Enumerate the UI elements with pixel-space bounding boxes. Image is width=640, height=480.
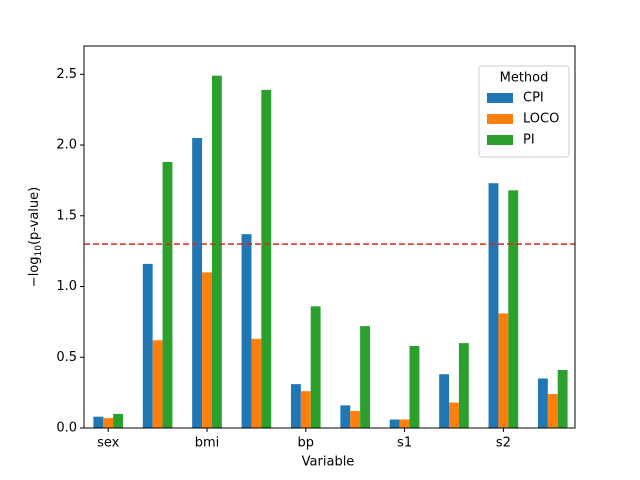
bar — [192, 137, 203, 429]
bar — [389, 419, 400, 428]
bar — [508, 190, 519, 428]
y-label-prefix: −log — [27, 256, 42, 287]
y-axis-label: −log10(p-value) — [27, 187, 44, 287]
x-axis-label: Variable — [302, 455, 355, 470]
x-tick-label: bmi — [195, 436, 220, 451]
legend-label: CPI — [523, 91, 544, 106]
bar — [350, 411, 361, 428]
legend-swatch — [487, 135, 513, 145]
bar — [241, 234, 252, 428]
y-tick-label: 2.5 — [56, 67, 77, 82]
x-tick-label: s1 — [397, 436, 412, 451]
legend-box — [478, 65, 570, 158]
bar — [439, 374, 450, 428]
bar — [360, 326, 371, 428]
bar — [162, 162, 173, 428]
x-tick-label: s2 — [496, 436, 511, 451]
bar — [498, 313, 509, 428]
x-tick-label: sex — [97, 436, 120, 451]
y-label-subscript: 10 — [34, 245, 44, 257]
bar — [103, 418, 114, 428]
legend-swatch — [487, 114, 513, 124]
y-tick-label: 0.0 — [56, 421, 77, 436]
bar — [449, 402, 459, 428]
bar — [251, 338, 262, 428]
legend-swatch — [487, 93, 513, 103]
y-tick-label: 2.0 — [56, 138, 77, 153]
bar — [261, 89, 272, 429]
bar — [142, 263, 153, 428]
bar — [547, 394, 558, 428]
legend-title: Method — [500, 71, 549, 86]
bar — [152, 340, 163, 428]
x-tick-label: bp — [298, 436, 315, 451]
bar — [310, 306, 321, 428]
bar — [93, 416, 104, 428]
y-tick-label: 1.5 — [56, 208, 77, 223]
plot-frame — [83, 45, 576, 429]
y-label-suffix: (p-value) — [27, 187, 42, 245]
bar — [488, 183, 499, 428]
bar — [300, 391, 311, 428]
bar — [399, 419, 410, 428]
bar — [557, 369, 568, 428]
legend-label: LOCO — [523, 112, 559, 127]
bar — [340, 405, 351, 428]
bar — [211, 75, 222, 428]
bar — [113, 413, 124, 428]
legend-label: PI — [523, 133, 535, 148]
bar — [458, 343, 469, 428]
bar — [409, 345, 420, 428]
y-tick-label: 1.0 — [56, 279, 77, 294]
bar — [290, 384, 301, 428]
y-tick-label: 0.5 — [56, 350, 77, 365]
bar — [202, 272, 212, 428]
bar — [537, 378, 548, 428]
